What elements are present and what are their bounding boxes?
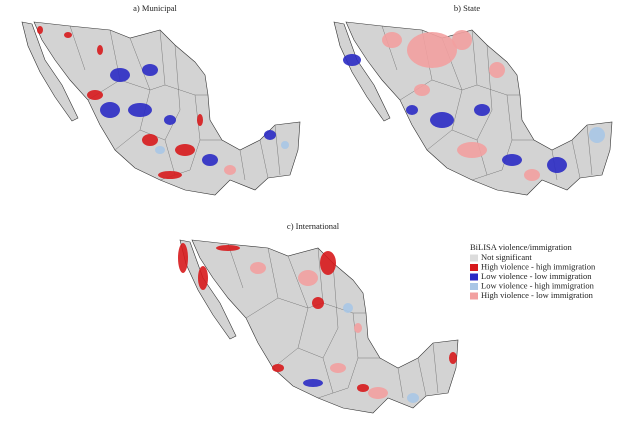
country-outline [333,21,613,196]
region-cluster [224,165,236,175]
panel-title: a) Municipal [133,3,177,13]
region-cluster [272,364,284,372]
legend-label: Low violence - high immigration [481,280,595,290]
legend-label: Not significant [481,252,532,262]
region-cluster [158,171,182,179]
region-cluster [330,363,346,373]
legend-swatch [470,283,478,290]
region-cluster [175,144,195,156]
region-cluster [198,266,208,290]
region-cluster [164,115,176,125]
region-cluster [197,114,203,126]
region-cluster [430,112,454,128]
region-cluster [142,134,158,146]
region-cluster [357,384,369,392]
region-cluster [457,142,487,158]
region-cluster [524,169,540,181]
legend-swatch [470,273,478,281]
region-cluster [298,270,318,286]
region-cluster [382,32,402,48]
region-cluster [343,303,353,313]
region-cluster [128,103,152,117]
map-panel: c) International [178,221,459,414]
region-cluster [178,243,188,273]
legend-label: Low violence - low immigration [481,271,592,281]
country-outline [179,239,459,414]
panel-title: b) State [454,3,480,13]
region-cluster [312,297,324,309]
region-cluster [97,45,103,55]
region-cluster [406,105,418,115]
country-outline [21,21,301,196]
region-cluster [407,393,419,403]
region-cluster [502,154,522,166]
region-cluster [216,245,240,251]
region-cluster [407,32,457,68]
region-cluster [449,352,457,364]
region-cluster [303,379,323,387]
map-panel: b) State [333,3,613,196]
region-cluster [452,30,472,50]
region-cluster [142,64,158,76]
legend-swatch [470,292,478,300]
legend-swatch [470,264,478,271]
region-cluster [343,54,361,66]
region-cluster [414,84,430,96]
region-cluster [589,127,605,143]
legend-title: BiLISA violence/immigration [470,242,573,252]
region-cluster [281,141,289,149]
region-cluster [64,32,72,38]
region-cluster [489,62,505,78]
region-cluster [547,157,567,173]
legend-label: High violence - high immigration [481,261,596,271]
region-cluster [264,130,276,140]
legend-label: High violence - low immigration [481,290,594,300]
region-cluster [474,104,490,116]
region-cluster [100,102,120,118]
region-cluster [250,262,266,274]
region-cluster [368,387,388,399]
region-cluster [87,90,103,100]
panel-title: c) International [287,221,340,231]
region-cluster [37,26,43,34]
region-cluster [320,251,336,275]
map-panel: a) Municipal [21,3,301,196]
region-cluster [202,154,218,166]
region-cluster [354,323,362,333]
region-cluster [110,68,130,82]
legend-swatch [470,254,478,262]
region-cluster [155,146,165,154]
